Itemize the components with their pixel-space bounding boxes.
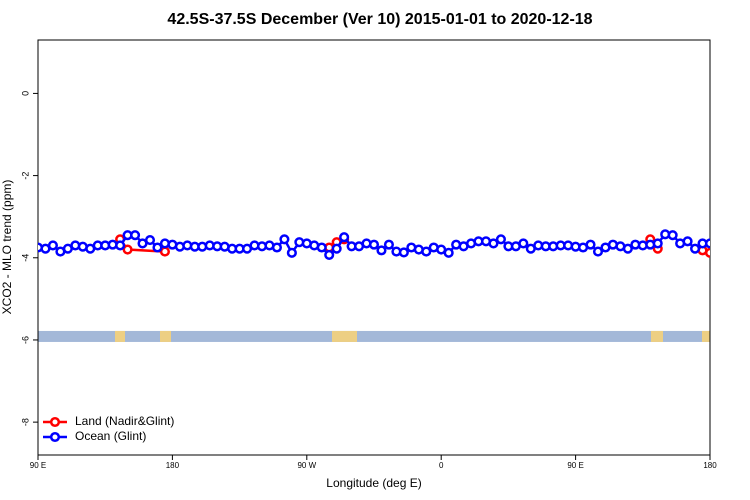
legend-marker [49, 431, 61, 443]
point [667, 230, 678, 241]
point [368, 239, 380, 250]
point [152, 242, 163, 253]
point [704, 238, 710, 249]
point [592, 246, 604, 257]
y-axis-label: XCO2 - MLO trend (ppm) [0, 180, 14, 315]
point [271, 242, 282, 253]
land-patch [651, 330, 663, 342]
x-tick-label: 180 [166, 461, 180, 470]
point [690, 243, 701, 254]
y-tick-label: -4 [20, 254, 30, 262]
land-patch [702, 330, 710, 342]
point [495, 234, 506, 245]
point [122, 244, 133, 255]
point [398, 247, 409, 258]
x-tick-label: 90 E [30, 461, 46, 470]
point [286, 247, 297, 258]
legend-label: Ocean (Glint) [75, 429, 146, 443]
legend-label: Land (Nadir&Glint) [75, 414, 174, 428]
point [115, 240, 126, 251]
surface-strip [38, 330, 710, 342]
point [421, 246, 432, 257]
y-tick-label: -8 [20, 418, 30, 426]
x-tick-label: 0 [439, 461, 444, 470]
x-tick-label: 180 [703, 461, 717, 470]
point [130, 230, 141, 241]
point [279, 234, 290, 245]
point [443, 247, 454, 258]
point [518, 238, 529, 249]
y-tick-label: -6 [20, 336, 30, 344]
point [585, 239, 596, 250]
legend-marker [49, 416, 61, 428]
point [339, 232, 350, 243]
point [682, 236, 693, 247]
point [331, 243, 342, 254]
land-patch [160, 330, 171, 342]
point [144, 235, 156, 246]
y-tick-label: -2 [20, 172, 30, 180]
x-tick-label: 90 W [297, 461, 316, 470]
point [324, 249, 335, 260]
point [316, 242, 327, 253]
land-patch [115, 330, 125, 342]
point [47, 240, 58, 251]
point [704, 247, 710, 258]
x-tick-label: 90 E [567, 461, 583, 470]
point [622, 243, 633, 254]
x-axis-label: Longitude (deg E) [326, 476, 421, 490]
series-group [38, 229, 710, 260]
y-tick-label: 0 [20, 91, 30, 96]
point [652, 238, 663, 249]
point [376, 245, 387, 256]
point [488, 238, 499, 249]
point [383, 239, 394, 250]
chart-title: 42.5S-37.5S December (Ver 10) 2015-01-01… [167, 11, 592, 28]
land-patch [332, 330, 357, 342]
